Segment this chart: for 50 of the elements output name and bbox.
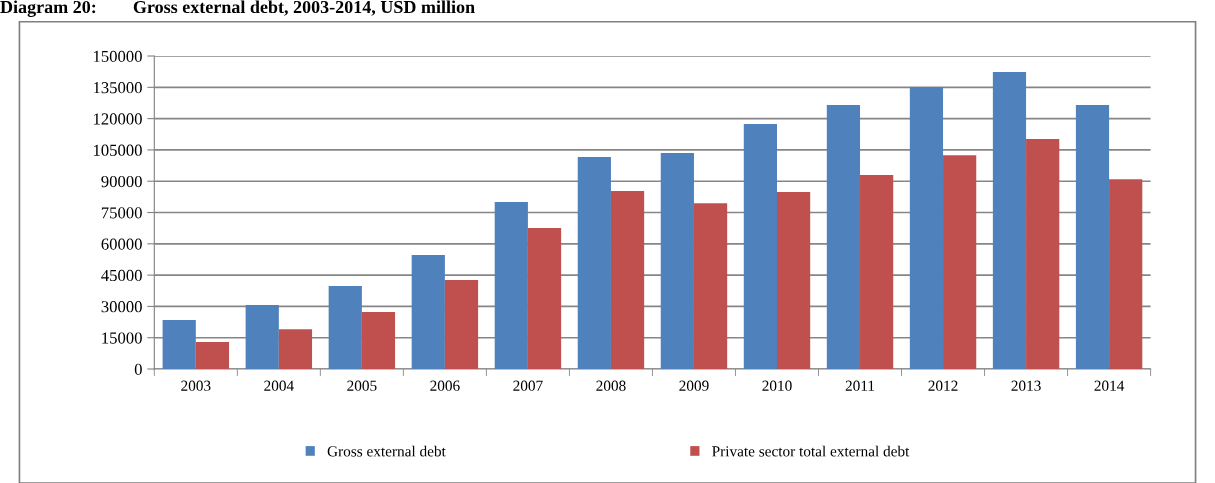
bar	[527, 227, 562, 370]
x-tick-label: 2011	[845, 380, 875, 391]
x-tick-label: 2009	[679, 380, 709, 391]
bar	[1075, 105, 1110, 370]
y-tick-label: 150000	[93, 50, 142, 62]
bar	[860, 174, 894, 370]
x-tick-label: 2005	[347, 380, 377, 391]
x-tick-label: 2010	[762, 380, 792, 391]
y-tick-label: 135000	[93, 82, 142, 94]
bar	[826, 105, 861, 370]
bar	[494, 202, 528, 370]
bar	[278, 329, 313, 370]
y-tick-label: 90000	[101, 175, 142, 188]
y-tick-label: 60000	[101, 238, 142, 250]
bar	[909, 87, 944, 370]
bar	[577, 157, 611, 370]
x-tick-label: 2013	[1011, 380, 1041, 391]
y-tick-label: 15000	[102, 332, 142, 344]
bar	[610, 191, 645, 370]
y-tick-label: 45000	[101, 269, 142, 282]
x-tick-label: 2004	[264, 380, 294, 391]
bar	[992, 72, 1027, 370]
legend-label: Private sector total external debt	[712, 445, 910, 457]
bar	[776, 192, 811, 370]
bar	[444, 280, 479, 370]
x-tick-label: 2008	[596, 380, 626, 391]
bar	[411, 255, 445, 370]
bar	[693, 203, 728, 370]
bar	[1026, 139, 1060, 370]
y-tick-label: 105000	[93, 144, 142, 156]
bar	[943, 155, 977, 370]
legend-label: Gross external debt	[327, 445, 446, 457]
chart-title: Diagram 20: Gross external debt, 2003-2014, USD million	[0, 0, 475, 17]
x-tick-label: 2006	[430, 380, 460, 391]
bar	[162, 319, 196, 370]
x-tick-label: 2014	[1094, 380, 1125, 391]
y-tick-label: 30000	[101, 301, 142, 313]
bar	[660, 153, 694, 370]
x-tick-label: 2007	[513, 380, 543, 391]
bar	[361, 312, 396, 370]
bar	[1109, 179, 1143, 370]
x-tick-label: 2012	[928, 380, 958, 391]
y-tick-label: 0	[134, 363, 142, 375]
bar	[743, 124, 777, 370]
y-tick-label: 120000	[93, 113, 142, 125]
y-tick-label: 75000	[101, 207, 142, 219]
bar	[195, 341, 230, 370]
x-tick-label: 2003	[181, 380, 211, 391]
bar	[245, 304, 279, 370]
bar	[328, 285, 362, 370]
